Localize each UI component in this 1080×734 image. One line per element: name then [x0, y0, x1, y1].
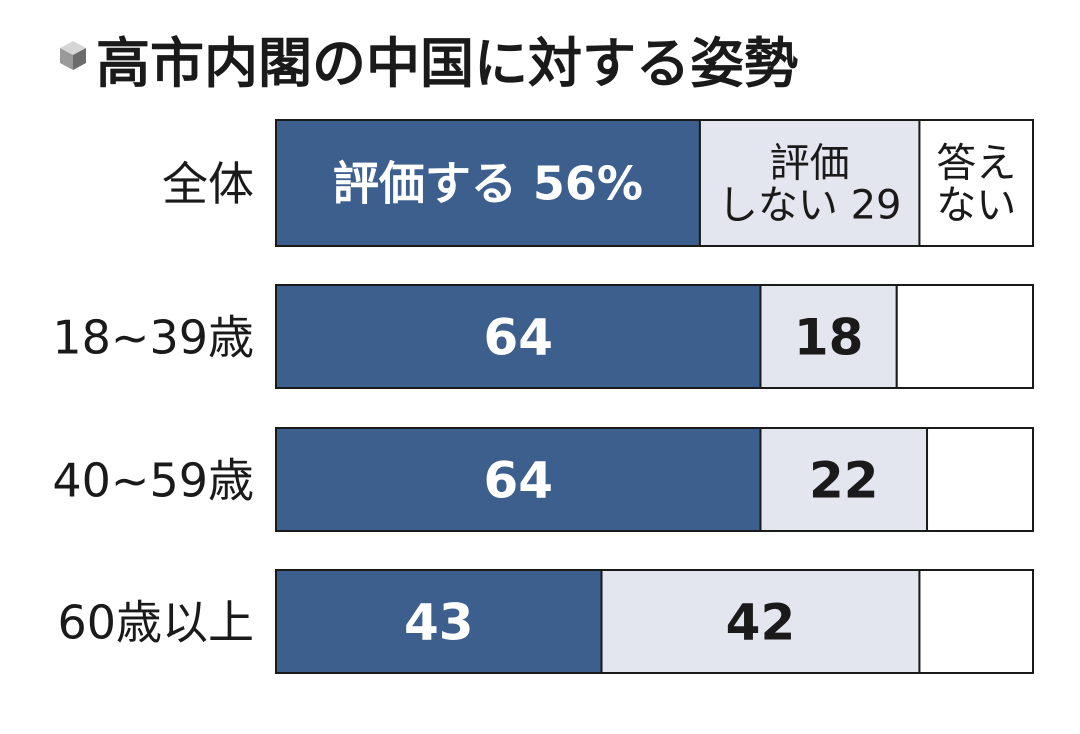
category-label: 18~39歳	[52, 311, 254, 365]
data-label: 答えない	[936, 140, 1016, 228]
chart-title: 高市内閣の中国に対する姿勢	[96, 32, 798, 95]
bar-segment	[918, 119, 1035, 247]
data-label: 評価しない 29	[718, 140, 902, 228]
category-label: 全体	[162, 157, 254, 211]
category-label: 60歳以上	[57, 596, 254, 650]
data-label: 42	[726, 594, 796, 652]
data-label: 43	[404, 594, 474, 652]
bar-segment	[275, 427, 762, 532]
bar-segment	[698, 119, 921, 247]
bar-segment	[926, 427, 1035, 532]
category-label: 40~59歳	[52, 454, 254, 508]
bar-segment	[275, 119, 701, 247]
cube-icon	[60, 41, 86, 70]
data-label: 64	[483, 452, 553, 510]
bar-segment	[759, 284, 898, 389]
bar-segment	[759, 427, 929, 532]
data-label: 18	[794, 309, 864, 367]
bar-segment	[895, 284, 1034, 389]
bar-segment	[275, 284, 762, 389]
data-label: 22	[809, 452, 879, 510]
data-label: 評価する 56%	[333, 157, 643, 211]
data-label: 64	[483, 309, 553, 367]
bar-segment	[600, 569, 921, 674]
bar-segment	[918, 569, 1035, 674]
